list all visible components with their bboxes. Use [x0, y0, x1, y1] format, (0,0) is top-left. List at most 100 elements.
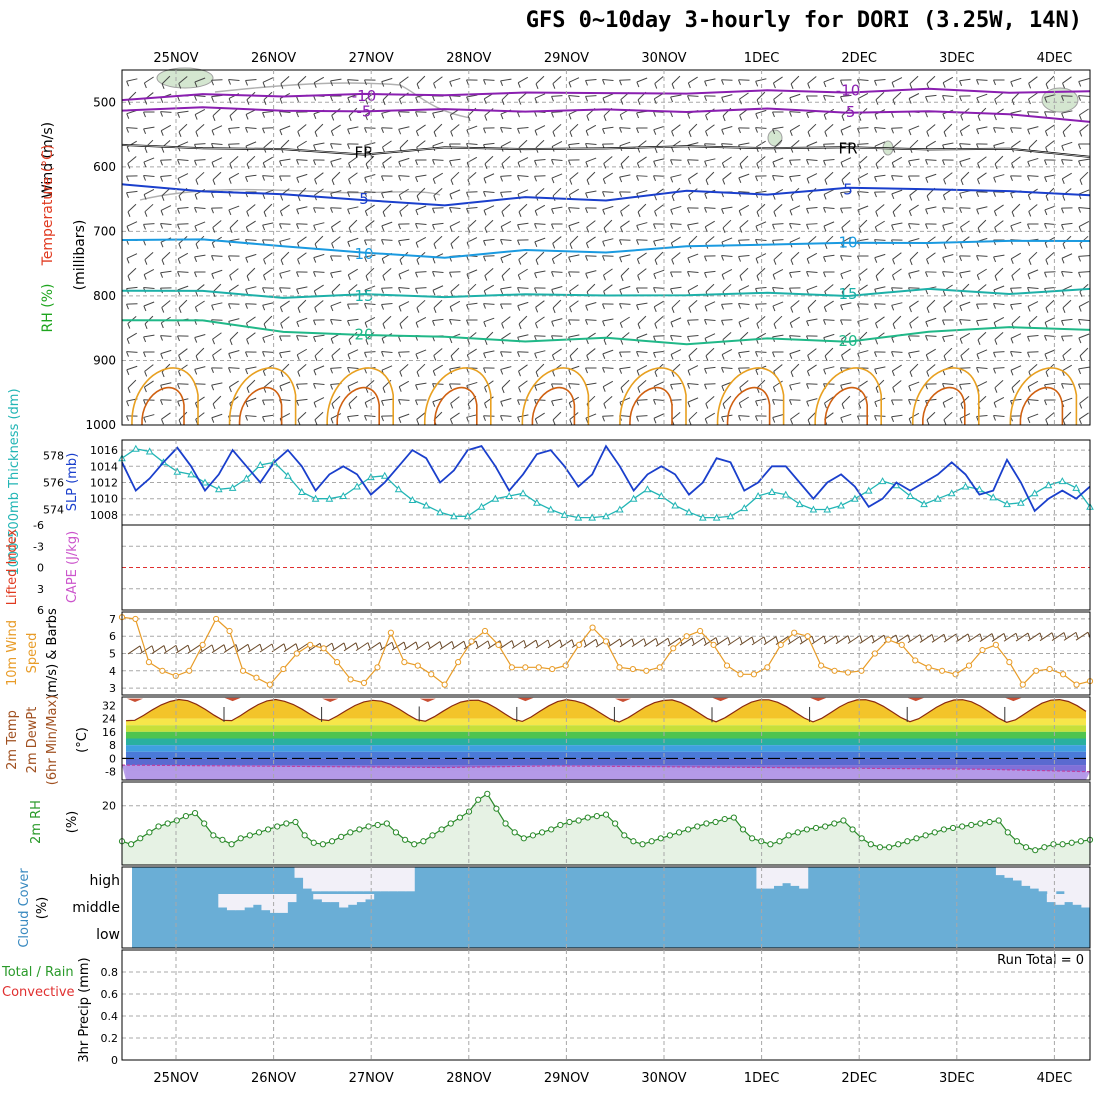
barb-shaft [823, 635, 837, 645]
barb-feather [263, 274, 266, 281]
barb-feather [1027, 386, 1031, 392]
barb-feather [586, 227, 590, 233]
rh-point [566, 818, 573, 826]
barb-shaft [450, 283, 460, 293]
surface-wind-barb [631, 638, 647, 648]
barb-shaft [806, 271, 818, 273]
cloud-layer-label: middle [72, 900, 120, 916]
wind-speed-point [979, 646, 986, 654]
barb-feather [738, 303, 741, 309]
upper-wind-barb [517, 222, 529, 230]
upper-wind-barb [535, 251, 545, 266]
barb-feather [518, 323, 522, 330]
barb-feather [602, 79, 605, 85]
upper-wind-barb [535, 300, 545, 313]
upper-wind-barb [993, 191, 1005, 197]
barb-feather [603, 339, 607, 346]
barb-feather [403, 641, 407, 649]
barb-shaft [262, 77, 274, 83]
upper-wind-barb [823, 159, 835, 166]
upper-wind-barb [161, 300, 171, 313]
barb-shaft [246, 220, 256, 228]
rh-point [1032, 847, 1039, 854]
barb-shaft [823, 221, 835, 227]
upper-wind-barb [1010, 351, 1022, 357]
upper-wind-barb [245, 174, 257, 182]
barb-feather [381, 351, 384, 357]
barb-feather [348, 339, 352, 345]
barb-feather [449, 226, 453, 232]
barb-shaft [1045, 187, 1055, 197]
barb-feather [297, 371, 301, 377]
barb-shaft [500, 191, 512, 193]
barb-feather [535, 640, 539, 647]
barb-shaft [721, 269, 733, 275]
barb-shaft [1027, 111, 1039, 113]
barb-shaft [449, 77, 461, 83]
barb-shaft [806, 173, 818, 179]
upper-wind-barb [585, 255, 597, 261]
barb-shaft [279, 223, 291, 225]
barb-shaft [1010, 252, 1022, 260]
barb-feather [228, 128, 231, 134]
upper-wind-barb [806, 223, 818, 230]
wind-speed-point [387, 629, 394, 636]
upper-wind-barb [840, 125, 852, 136]
upper-wind-barb [704, 270, 716, 278]
upper-wind-barb [653, 158, 665, 167]
barb-feather [994, 99, 998, 105]
rh-point [949, 824, 957, 832]
barb-shaft [619, 141, 631, 147]
barb-shaft [330, 143, 342, 145]
barb-shaft [1044, 205, 1056, 211]
barb-shaft [841, 171, 851, 181]
barb-shaft [738, 191, 750, 193]
upper-wind-barb [449, 300, 461, 312]
barb-shaft [160, 223, 172, 225]
barb-shaft [245, 141, 257, 147]
upper-wind-barb [313, 365, 325, 376]
barb-feather [891, 128, 894, 134]
upper-wind-barb [398, 269, 410, 280]
barb-shaft [655, 637, 669, 647]
barb-feather [942, 95, 945, 101]
upper-wind-barb [569, 235, 579, 250]
upper-wind-barb [535, 316, 545, 329]
barb-shaft [263, 140, 273, 148]
upper-wind-barb [925, 94, 937, 102]
upper-wind-barb [416, 187, 426, 202]
barb-shaft [500, 220, 512, 228]
barb-feather [721, 354, 725, 360]
barb-shaft [756, 140, 766, 148]
barb-shaft [330, 270, 342, 274]
upper-wind-barb [976, 268, 987, 281]
barb-shaft [772, 157, 784, 163]
barb-shaft [653, 125, 665, 131]
slp-tick-label: 1008 [90, 509, 118, 522]
barb-feather [415, 384, 419, 391]
barb-shaft [943, 347, 953, 357]
upper-wind-barb [670, 223, 682, 229]
barb-feather [160, 242, 164, 248]
barb-feather [1027, 175, 1030, 181]
barb-shaft [398, 380, 410, 388]
barb-feather [484, 403, 487, 409]
upper-wind-barb [874, 351, 886, 358]
slp-tick-label: 1014 [90, 460, 118, 473]
upper-wind-barb [721, 255, 733, 261]
thickness-axis-label: 1000-500mb Thickness (dm) [7, 388, 22, 575]
barb-shaft [585, 124, 597, 132]
pressure-axis-label: (millibars) [72, 220, 88, 291]
wind-speed-point [777, 641, 784, 648]
barb-feather [139, 645, 143, 653]
barb-shaft [790, 251, 800, 261]
upper-wind-barb [432, 207, 444, 214]
barb-feather [535, 322, 538, 329]
barb-feather [722, 115, 726, 122]
barb-feather [670, 209, 674, 215]
barb-feather [1045, 371, 1049, 377]
barb-shaft [993, 367, 1005, 369]
rh-point [593, 812, 600, 820]
barb-feather [892, 387, 896, 393]
rh-point [255, 829, 263, 836]
